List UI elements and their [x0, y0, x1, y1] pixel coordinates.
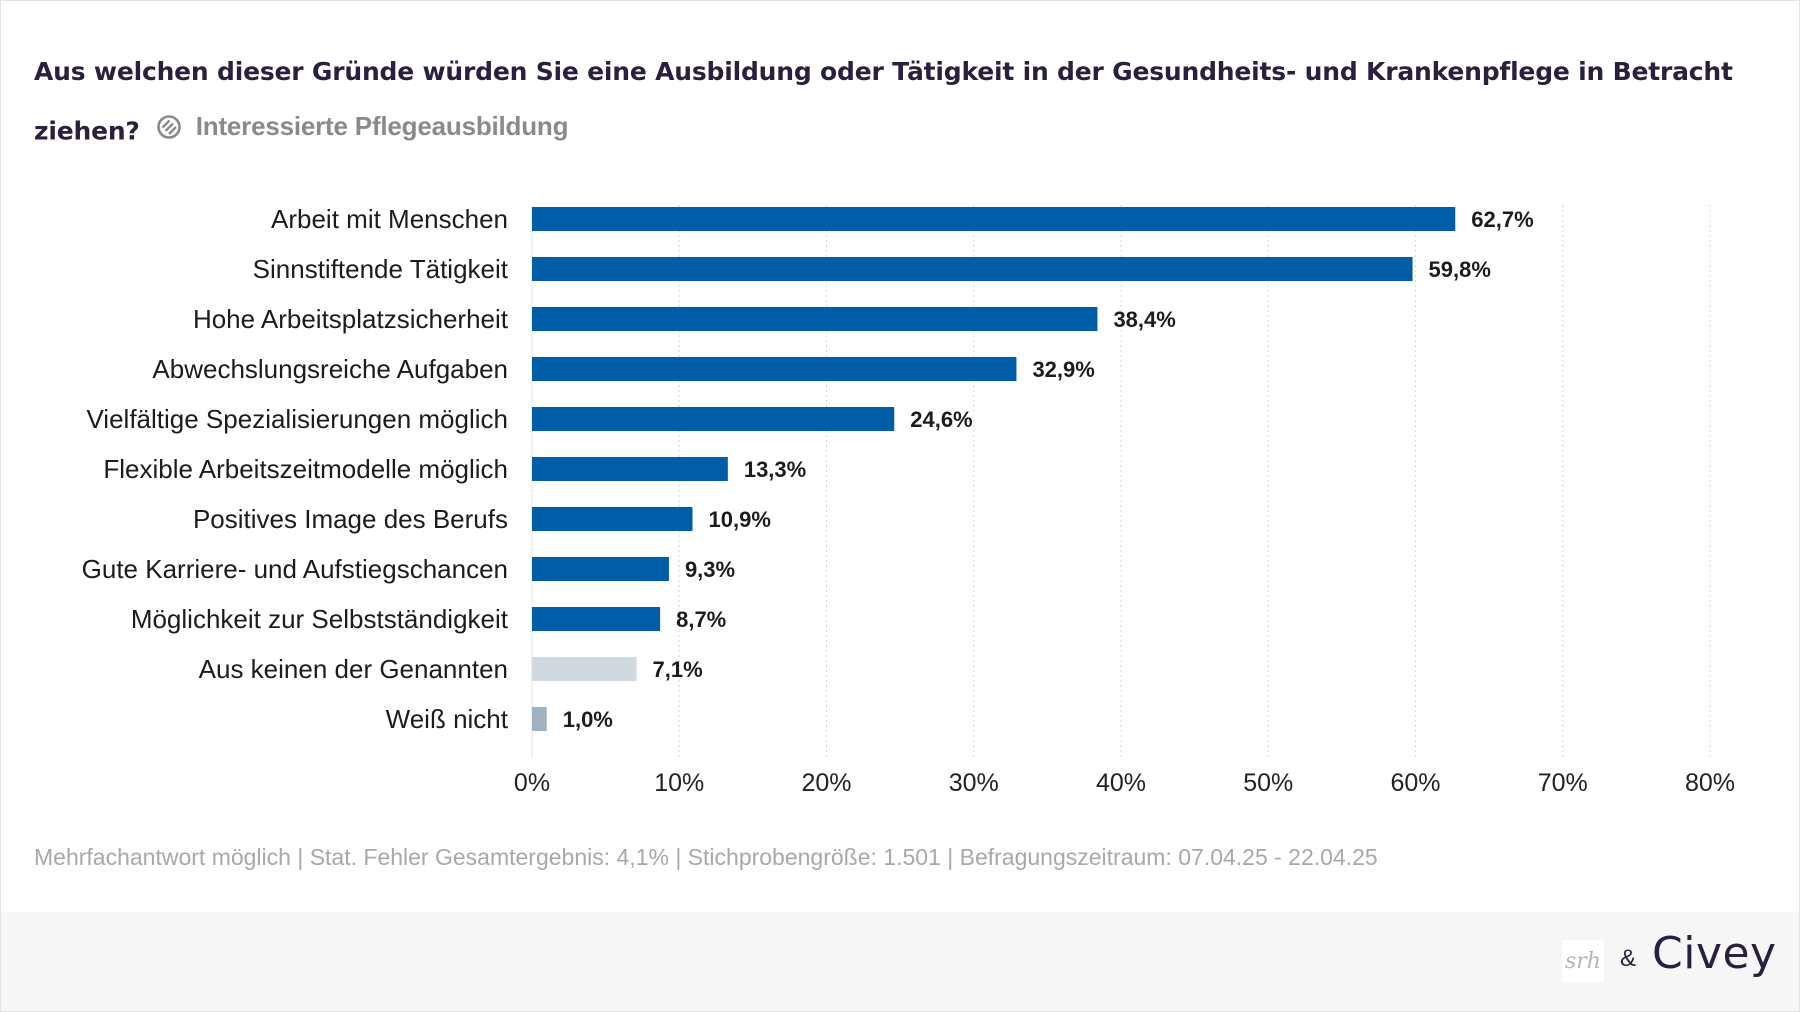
data-label: 32,9%	[1032, 357, 1094, 382]
bar	[532, 707, 547, 731]
bar	[532, 507, 693, 531]
x-tick-label: 50%	[1243, 769, 1293, 797]
category-label: Abwechslungsreiche Aufgaben	[152, 354, 508, 384]
data-label: 10,9%	[709, 507, 771, 532]
bar	[532, 457, 728, 481]
data-label: 24,6%	[910, 407, 972, 432]
data-label: 38,4%	[1113, 307, 1175, 332]
category-label: Flexible Arbeitszeitmodelle möglich	[103, 454, 508, 484]
footer-band	[1, 912, 1799, 1011]
data-label: 62,7%	[1471, 207, 1533, 232]
subtitle: Interessierte Pflegeausbildung	[156, 99, 569, 154]
bar	[532, 607, 661, 631]
subtitle-text: Interessierte Pflegeausbildung	[195, 111, 569, 141]
bar-chart: 0% 10% 20% 30% 40% 50% 60% 70% 80% Arbeit mit Men…	[82, 204, 1735, 797]
bar	[532, 307, 1098, 331]
category-label: Sinnstiftende Tätigkeit	[253, 254, 509, 284]
ampersand: &	[1620, 945, 1637, 972]
category-label: Hohe Arbeitsplatzsicherheit	[193, 304, 509, 334]
x-tick-label: 60%	[1390, 769, 1440, 797]
category-label: Arbeit mit Menschen	[271, 204, 508, 234]
bar	[532, 207, 1456, 231]
filter-icon	[156, 114, 181, 139]
data-label: 9,3%	[685, 557, 735, 582]
data-label: 8,7%	[676, 607, 726, 632]
data-label: 7,1%	[653, 657, 703, 682]
srh-logo: srh	[1562, 940, 1604, 982]
bar	[532, 357, 1017, 381]
bar	[532, 257, 1413, 281]
bar	[532, 557, 669, 581]
category-label: Gute Karriere- und Aufstiegschancen	[82, 554, 508, 584]
bar	[532, 407, 895, 431]
x-tick-label: 40%	[1096, 769, 1146, 797]
x-tick-label: 70%	[1538, 769, 1588, 797]
category-label: Vielfältige Spezialisierungen möglich	[86, 404, 508, 434]
x-tick-label: 0%	[514, 769, 550, 797]
chart-title: Aus welchen dieser Gründe würden Sie ein…	[34, 57, 1733, 146]
data-label: 59,8%	[1429, 257, 1491, 282]
category-label: Weiß nicht	[386, 704, 509, 734]
data-label: 13,3%	[744, 457, 806, 482]
footnote: Mehrfachantwort möglich | Stat. Fehler G…	[34, 844, 1378, 870]
chart-title-block: Aus welchen dieser Gründe würden Sie ein…	[34, 44, 1754, 159]
x-tick-label: 30%	[949, 769, 999, 797]
x-tick-label: 20%	[801, 769, 851, 797]
bar	[532, 657, 637, 681]
category-label: Aus keinen der Genannten	[199, 654, 508, 684]
x-tick-label: 10%	[654, 769, 704, 797]
category-label: Möglichkeit zur Selbstständigkeit	[131, 604, 509, 634]
data-label: 1,0%	[563, 707, 613, 732]
x-tick-label: 80%	[1685, 769, 1735, 797]
category-label: Positives Image des Berufs	[193, 504, 508, 534]
civey-logo: Civey	[1652, 928, 1777, 979]
